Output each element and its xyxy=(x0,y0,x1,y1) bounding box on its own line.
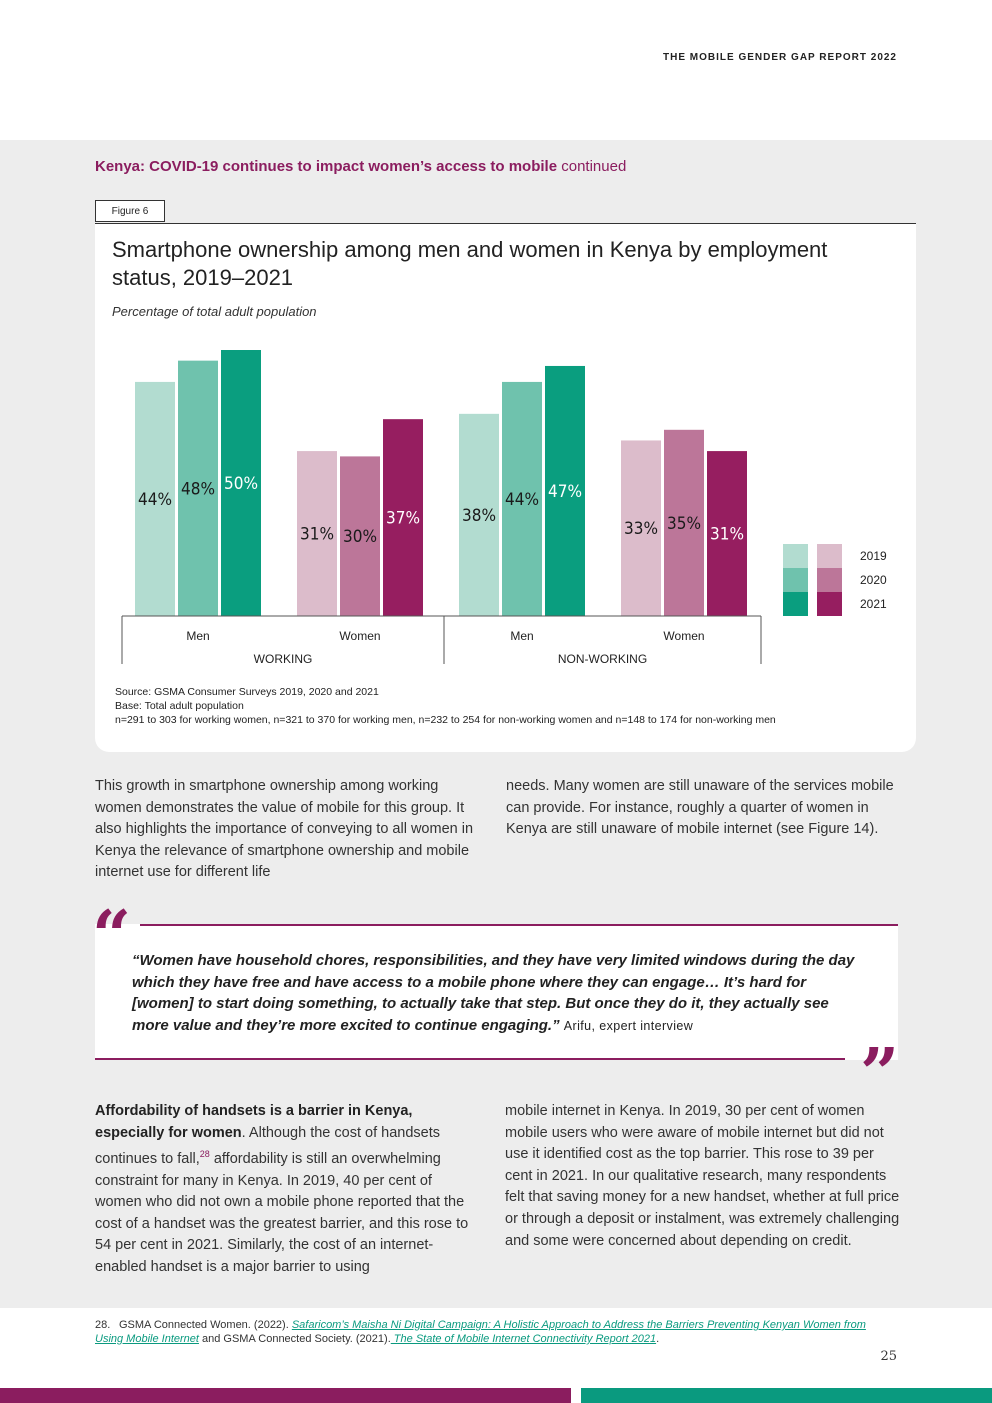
category-label: Men xyxy=(186,629,209,643)
footnote-ref[interactable]: 28 xyxy=(199,1149,210,1160)
quote-rule-top xyxy=(140,924,898,926)
section-title: Kenya: COVID-19 continues to impact wome… xyxy=(95,158,626,175)
figure-card: Smartphone ownership among men and women… xyxy=(95,223,916,752)
footer-bar-purple xyxy=(0,1388,571,1403)
legend-swatch-women-2020 xyxy=(817,568,842,592)
bar-value-label: 37% xyxy=(386,509,420,529)
bar-working-women-2021 xyxy=(383,419,423,616)
bar-non-working-men-2019 xyxy=(459,413,499,616)
paragraph-2-text-a: . Although the cost of handsets continue… xyxy=(95,1124,440,1168)
bar-value-label: 31% xyxy=(300,525,334,545)
affordability-heading: Affordability of handsets is a barrier i… xyxy=(95,1103,413,1141)
footnote-suffix: . xyxy=(656,1333,660,1345)
bar-value-label: 33% xyxy=(624,519,658,539)
quote-text: “Women have household chores, responsibi… xyxy=(132,950,862,1037)
legend-label-2019: 2019 xyxy=(860,549,887,563)
footer-bar-green xyxy=(581,1388,992,1403)
footnote-link-maisha[interactable]: Safaricom’s Maisha Ni Digital Campaign: … xyxy=(95,1319,866,1345)
footnote-number: 28. xyxy=(95,1319,111,1331)
legend-swatch-men-2021 xyxy=(783,592,808,616)
group-label: NON-WORKING xyxy=(558,652,647,666)
category-label: Women xyxy=(663,629,704,643)
category-label: Men xyxy=(510,629,533,643)
sample-size-line: n=291 to 303 for working women, n=321 to… xyxy=(115,714,776,726)
footnote-middle: and GSMA Connected Society. (2021). xyxy=(198,1333,391,1345)
bar-value-label: 47% xyxy=(548,482,582,502)
bar-working-men-2019 xyxy=(135,381,175,616)
bar-value-label: 48% xyxy=(181,479,215,499)
bar-working-women-2020 xyxy=(340,456,380,616)
bar-non-working-women-2019 xyxy=(621,440,661,616)
figure-tab: Figure 6 xyxy=(95,200,165,222)
group-label: WORKING xyxy=(254,652,313,666)
body-paragraph-1-right: needs. Many women are still unaware of t… xyxy=(506,778,894,838)
legend-swatch-men-2019 xyxy=(783,544,808,568)
legend-label-2020: 2020 xyxy=(860,573,887,587)
report-header-title: THE MOBILE GENDER GAP REPORT 2022 xyxy=(663,52,897,63)
section-title-text: Kenya: COVID-19 continues to impact wome… xyxy=(95,158,558,175)
footnote: 28. GSMA Connected Women. (2022). Safaric… xyxy=(95,1318,895,1346)
open-quote-icon: “ xyxy=(92,896,132,976)
bar-working-men-2021 xyxy=(221,350,261,616)
chart-source: Source: GSMA Consumer Surveys 2019, 2020… xyxy=(115,685,776,727)
page-number: 25 xyxy=(880,1349,897,1364)
bar-value-label: 44% xyxy=(138,490,172,510)
paragraph-2-text-b: affordability is still an overwhelming c… xyxy=(95,1151,469,1275)
bar-value-label: 44% xyxy=(505,490,539,510)
bar-non-working-women-2021 xyxy=(707,451,747,616)
bar-value-label: 35% xyxy=(667,514,701,534)
chart-title: Smartphone ownership among men and women… xyxy=(112,237,828,290)
source-line: Source: GSMA Consumer Surveys 2019, 2020… xyxy=(115,686,379,698)
legend-swatch-men-2020 xyxy=(783,568,808,592)
quote-attribution: Arifu, expert interview xyxy=(563,1018,694,1033)
bar-value-label: 50% xyxy=(224,474,258,494)
bar-non-working-women-2020 xyxy=(664,429,704,616)
body-paragraph-2-left: Affordability of handsets is a barrier i… xyxy=(95,1101,477,1279)
quote-box xyxy=(95,924,898,1060)
bar-value-label: 31% xyxy=(710,525,744,545)
legend-label-2021: 2021 xyxy=(860,597,887,611)
bar-chart: 44% 48% 50% Men 31% 30% 37% Women WORKING 38% 44% 4… xyxy=(121,350,887,666)
legend-swatch-women-2021 xyxy=(817,592,842,616)
close-quote-icon: ” xyxy=(860,1034,900,1114)
footnote-link-connectivity-report[interactable]: The State of Mobile Internet Connectivit… xyxy=(390,1333,657,1345)
quote-rule-bottom xyxy=(95,1058,845,1060)
bar-value-label: 30% xyxy=(343,527,377,547)
quote-body: “Women have household chores, responsibi… xyxy=(132,952,855,1034)
body-paragraph-1-left: This growth in smartphone ownership amon… xyxy=(95,778,474,881)
bar-working-women-2019 xyxy=(297,451,337,616)
section-continued: continued xyxy=(561,158,627,175)
bar-non-working-men-2020 xyxy=(502,381,542,616)
category-label: Women xyxy=(339,629,380,643)
bar-working-men-2020 xyxy=(178,360,218,616)
bar-value-label: 38% xyxy=(462,506,496,526)
body-paragraph-2-right: mobile internet in Kenya. In 2019, 30 pe… xyxy=(505,1103,900,1249)
base-line: Base: Total adult population xyxy=(115,700,244,712)
bar-non-working-men-2021 xyxy=(545,365,585,616)
footnote-prefix: GSMA Connected Women. (2022). xyxy=(119,1319,292,1331)
chart-subtitle: Percentage of total adult population xyxy=(112,304,317,319)
legend-swatch-women-2019 xyxy=(817,544,842,568)
